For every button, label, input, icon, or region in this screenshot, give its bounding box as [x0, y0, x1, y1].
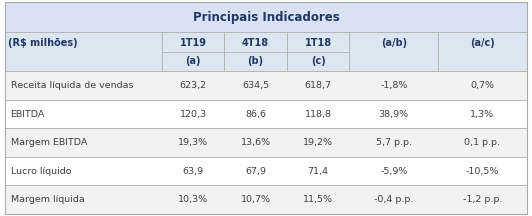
Bar: [5, 157, 527, 185]
Bar: [5, 128, 527, 157]
Text: 38,9%: 38,9%: [379, 110, 409, 119]
Text: (b): (b): [247, 56, 264, 66]
Bar: [287, 32, 350, 71]
Text: 120,3: 120,3: [179, 110, 206, 119]
Text: 634,5: 634,5: [242, 81, 269, 90]
Text: 10,3%: 10,3%: [178, 195, 208, 204]
Text: -0,4 p.p.: -0,4 p.p.: [374, 195, 413, 204]
Text: Margem EBITDA: Margem EBITDA: [11, 138, 87, 147]
Text: -1,2 p.p.: -1,2 p.p.: [463, 195, 502, 204]
Bar: [5, 71, 527, 100]
Text: 86,6: 86,6: [245, 110, 266, 119]
Text: Receita líquida de vendas: Receita líquida de vendas: [11, 81, 133, 90]
Text: (a/b): (a/b): [381, 38, 407, 48]
Text: -10,5%: -10,5%: [466, 167, 499, 176]
Text: 4T18: 4T18: [242, 38, 269, 48]
Text: 0,7%: 0,7%: [470, 81, 494, 90]
Bar: [162, 32, 225, 71]
Text: (R$ milhões): (R$ milhões): [8, 38, 78, 48]
Text: -1,8%: -1,8%: [380, 81, 408, 90]
Text: Lucro líquido: Lucro líquido: [11, 167, 71, 176]
Text: Principais Indicadores: Principais Indicadores: [193, 11, 339, 24]
Bar: [5, 100, 527, 128]
Text: 10,7%: 10,7%: [240, 195, 271, 204]
Text: 19,3%: 19,3%: [178, 138, 208, 147]
Text: 0,1 p.p.: 0,1 p.p.: [464, 138, 501, 147]
Text: -5,9%: -5,9%: [380, 167, 408, 176]
Text: 19,2%: 19,2%: [303, 138, 333, 147]
Text: (a/c): (a/c): [470, 38, 495, 48]
Bar: [5, 2, 527, 32]
Text: 71,4: 71,4: [307, 167, 329, 176]
Text: 63,9: 63,9: [182, 167, 204, 176]
Text: 1T19: 1T19: [179, 38, 206, 48]
Text: 13,6%: 13,6%: [240, 138, 271, 147]
Bar: [5, 32, 162, 71]
Text: 1,3%: 1,3%: [470, 110, 494, 119]
Text: Margem líquida: Margem líquida: [11, 195, 84, 204]
Text: EBITDA: EBITDA: [11, 110, 45, 119]
Bar: [225, 32, 287, 71]
Bar: [438, 32, 527, 71]
Text: (c): (c): [311, 56, 326, 66]
Text: 67,9: 67,9: [245, 167, 266, 176]
Bar: [350, 32, 438, 71]
Text: 5,7 p.p.: 5,7 p.p.: [376, 138, 412, 147]
Text: 623,2: 623,2: [179, 81, 206, 90]
Text: 618,7: 618,7: [305, 81, 331, 90]
Text: 118,8: 118,8: [305, 110, 331, 119]
Text: 11,5%: 11,5%: [303, 195, 333, 204]
Bar: [5, 185, 527, 214]
Text: (a): (a): [185, 56, 201, 66]
Text: 1T18: 1T18: [305, 38, 331, 48]
